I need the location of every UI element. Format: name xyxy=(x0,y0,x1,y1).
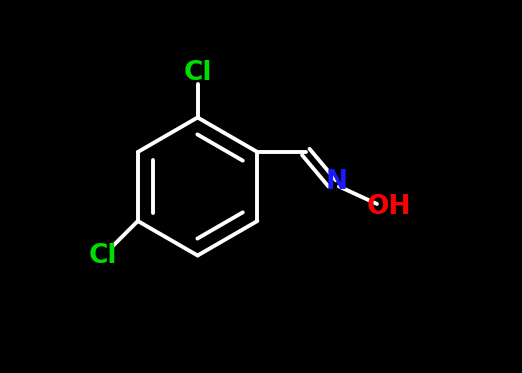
Text: Cl: Cl xyxy=(183,60,212,86)
Text: OH: OH xyxy=(366,194,411,220)
Text: Cl: Cl xyxy=(88,244,116,269)
Text: N: N xyxy=(326,169,348,195)
